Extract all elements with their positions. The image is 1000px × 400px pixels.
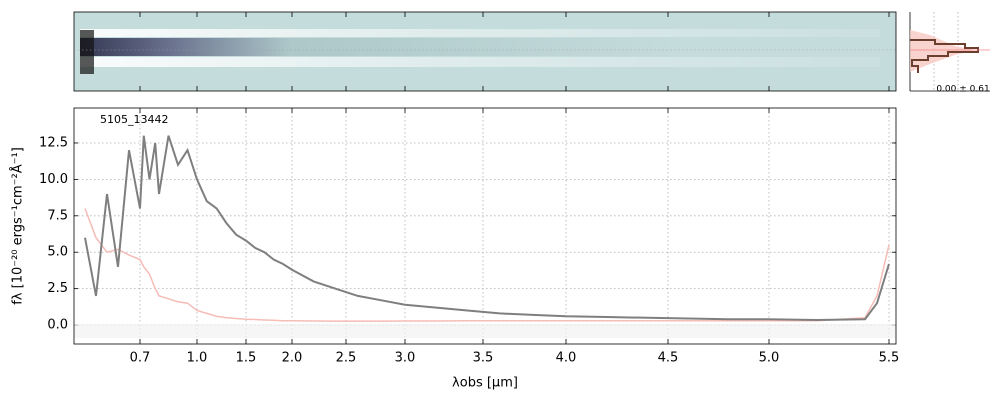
x-tick-label: 4.0 [556, 351, 577, 366]
x-tick-label: 5.5 [879, 351, 900, 366]
x-tick-label: 3.0 [395, 351, 416, 366]
x-tick-label: 2.5 [336, 351, 357, 366]
y-tick-label: 5.0 [47, 245, 68, 260]
plot-frame [73, 107, 897, 345]
x-tick-label: 0.7 [130, 351, 151, 366]
y-tick-label: 2.5 [47, 281, 68, 296]
histogram-label: 0.00 ± 0.61 [936, 85, 989, 95]
series-line [84, 135, 890, 322]
plot-area [84, 135, 890, 322]
series-line [84, 208, 890, 322]
zero-band [74, 324, 896, 339]
x-tick-label: 1.5 [236, 351, 257, 366]
y-tick-label: 10.0 [39, 172, 68, 187]
annotation: 5105_13442 [100, 113, 169, 126]
y-tick-label: 12.5 [39, 135, 68, 150]
x-tick-label: 5.0 [759, 351, 780, 366]
x-tick-label: 4.5 [658, 351, 679, 366]
y-tick-label: 7.5 [47, 208, 68, 223]
x-axis-label: λobs [μm] [452, 376, 518, 391]
x-tick-label: 1.0 [187, 351, 208, 366]
x-tick-label: 2.0 [282, 351, 303, 366]
y-axis-label: fλ [10⁻²⁰ ergs⁻¹cm⁻²Å⁻¹] [10, 147, 26, 305]
y-tick-label: 0.0 [47, 318, 68, 333]
histogram-panel: 0.00 ± 0.61 [909, 12, 990, 95]
spectrum-2d [73, 11, 897, 92]
x-tick-label: 3.5 [473, 351, 494, 366]
